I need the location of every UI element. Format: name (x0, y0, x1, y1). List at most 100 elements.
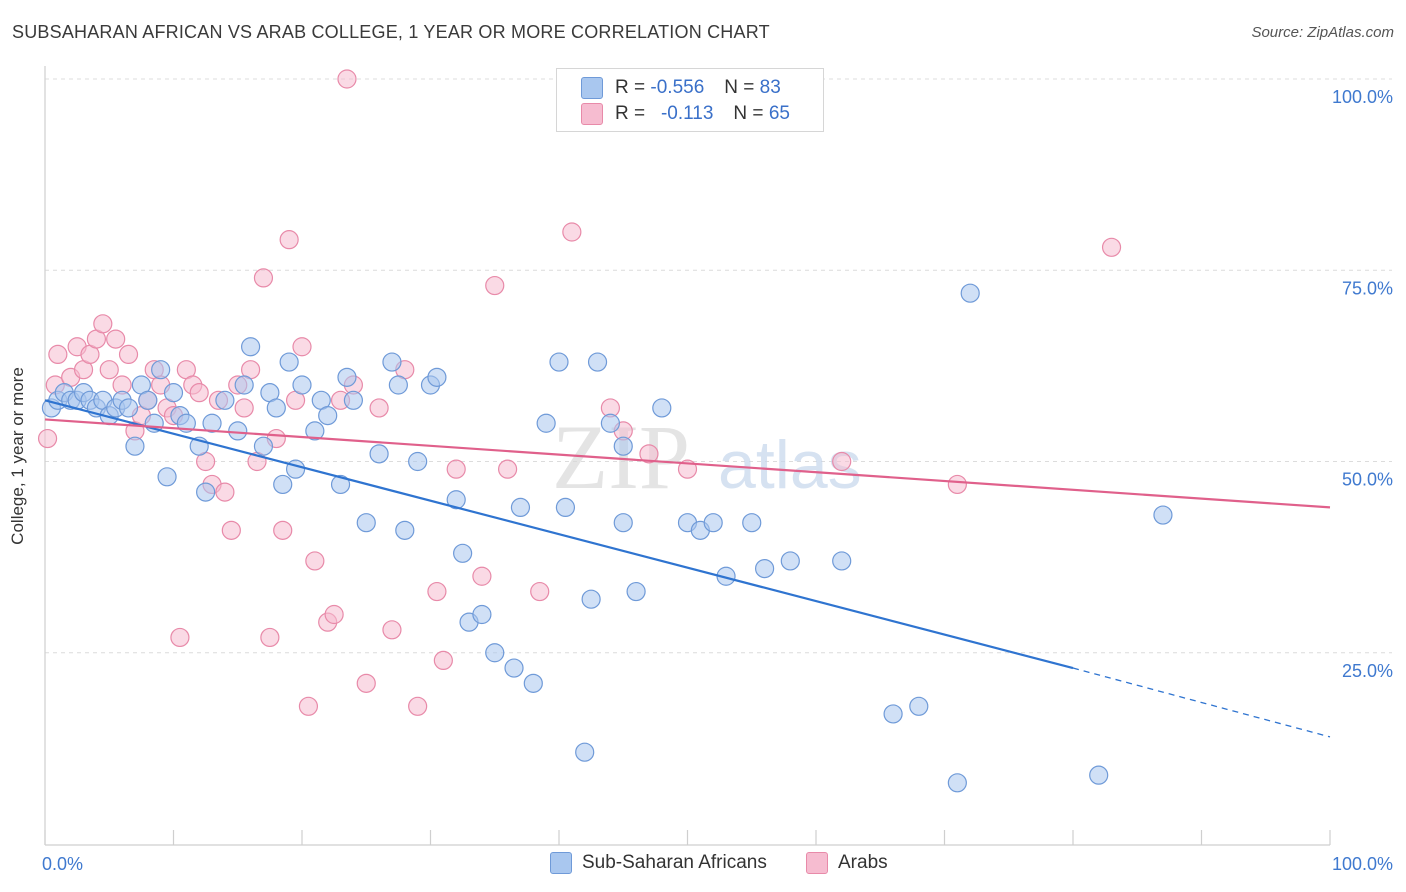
legend-swatch-pink (581, 103, 603, 125)
bottom-legend-subsaharan: Sub-Saharan Africans (550, 852, 767, 874)
watermark-zip: ZIP (552, 406, 690, 508)
data-point (504, 658, 524, 678)
data-point (530, 581, 550, 602)
data-point (960, 283, 980, 303)
data-point (324, 604, 344, 625)
data-point (266, 398, 286, 418)
data-point (536, 413, 556, 433)
y-tick-label: 50.0% (1342, 470, 1393, 490)
data-point (273, 474, 293, 495)
data-point (273, 520, 293, 540)
y-axis-label: College, 1 year or more (8, 367, 27, 545)
data-point (99, 360, 119, 380)
data-point (446, 459, 466, 479)
data-point (125, 436, 145, 456)
data-point (330, 474, 351, 495)
data-point (742, 513, 762, 533)
data-point (260, 627, 280, 648)
data-point (118, 344, 139, 364)
data-point (626, 581, 646, 602)
data-point (382, 352, 402, 372)
data-point (215, 482, 235, 502)
data-point (151, 360, 171, 380)
legend-n-label: N = (733, 103, 764, 124)
data-point (446, 490, 466, 510)
y-tick-label: 25.0% (1342, 661, 1393, 681)
trend-line-subsaharan (44, 399, 1074, 670)
data-point (215, 390, 235, 410)
y-tick-label: 100.0% (1332, 87, 1393, 107)
data-point (337, 367, 357, 387)
data-point (221, 520, 241, 540)
legend-r-label: R = (615, 77, 646, 98)
data-point (337, 69, 357, 89)
data-point (754, 558, 775, 579)
tick-labels: 25.0% 50.0% 75.0% 100.0% 0.0% 100.0% (42, 87, 1393, 874)
data-point (395, 520, 415, 540)
data-point (318, 406, 338, 426)
data-point (562, 222, 582, 242)
data-point (613, 436, 633, 456)
subsaharan-points (41, 283, 1173, 793)
trend-lines (44, 399, 1331, 738)
data-point (292, 337, 312, 357)
data-point (587, 352, 608, 372)
data-point (234, 398, 254, 418)
data-point (202, 413, 222, 433)
data-point (138, 390, 158, 410)
data-point (427, 581, 447, 602)
data-point (485, 643, 505, 663)
data-point (343, 390, 363, 410)
data-point (581, 589, 601, 609)
trend-line-subsaharan-extension (1072, 667, 1331, 738)
data-point (947, 474, 967, 495)
data-point (652, 398, 672, 418)
data-point (433, 650, 453, 671)
data-point (408, 451, 428, 472)
data-point (1089, 765, 1109, 785)
bottom-legend-label: Arabs (838, 852, 888, 873)
legend-r-value: -0.556 (650, 77, 705, 98)
data-point (234, 375, 254, 395)
data-point (196, 482, 216, 502)
data-point (523, 673, 543, 693)
data-point (613, 513, 633, 533)
data-point (305, 421, 325, 441)
data-point (157, 467, 177, 487)
data-point (298, 696, 319, 716)
data-point (485, 275, 505, 296)
bottom-legend-swatch-pink (806, 852, 828, 874)
data-point (408, 696, 428, 716)
data-point (253, 436, 274, 456)
grid-lines (45, 78, 1392, 654)
data-point (909, 696, 929, 716)
legend-row-subsaharan: R = -0.556 N = 83 (581, 76, 781, 100)
data-point (189, 383, 209, 403)
data-point (292, 375, 312, 395)
data-point (356, 513, 376, 533)
legend-r-label: R = (615, 103, 646, 124)
data-point (356, 673, 376, 693)
data-point (305, 551, 325, 571)
data-point (472, 566, 492, 586)
data-point (279, 230, 299, 250)
trend-line-arabs (44, 418, 1331, 509)
data-point (228, 421, 248, 441)
axes (44, 66, 1331, 846)
correlation-legend: R = -0.556 N = 83 R = -0.113 N = 65 (556, 68, 824, 132)
legend-n-label: N = (724, 77, 755, 98)
legend-n-value: 65 (768, 103, 790, 124)
data-point (575, 742, 595, 762)
legend-n-value: 83 (759, 77, 781, 98)
data-point (453, 543, 473, 563)
data-point (600, 413, 621, 433)
data-point (118, 398, 139, 418)
legend-row-arabs: R = -0.113 N = 65 (581, 102, 790, 126)
data-point (382, 620, 402, 640)
data-point (549, 352, 569, 372)
data-point (48, 344, 68, 364)
bottom-legend-swatch-blue (550, 852, 572, 874)
data-point (498, 459, 518, 479)
arab-points (37, 69, 1122, 716)
data-point (1101, 237, 1122, 257)
